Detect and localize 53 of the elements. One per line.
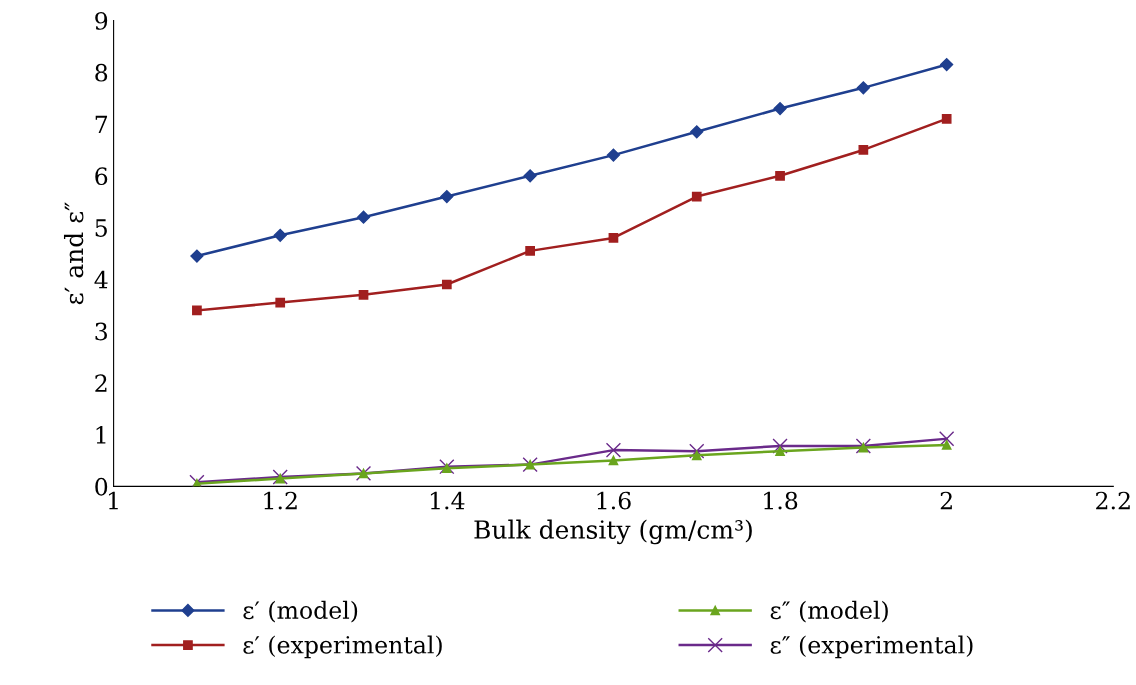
point [858,442,869,453]
point [691,191,702,202]
point [441,279,452,290]
point [440,189,454,204]
x-tick-label: 2 [940,491,952,510]
x-tick-label: 1.6 [597,491,631,510]
point [773,101,787,116]
point [856,81,870,95]
x-tick-label: 1.2 [264,491,297,510]
y-tick-label: 7 [95,115,108,134]
legend-label: ε′ (experimental) [243,635,442,659]
point [690,125,704,139]
point [605,442,622,458]
y-tick-label: 5 [95,219,107,237]
point [358,289,369,300]
point [525,246,535,256]
point [939,431,955,447]
point [941,440,952,450]
legend-label: ε″ (experimental) [770,635,973,659]
legend-label: ε′ (model) [243,600,358,623]
point [689,443,705,459]
point [941,114,952,124]
point [940,57,954,72]
x-tick-label: 1.4 [430,491,465,510]
legend-label: ε″ (model) [770,600,888,623]
x-tick-label: 1.8 [764,491,798,510]
y-tick-label: 2 [95,374,107,392]
point [441,463,452,474]
point [275,473,286,484]
x-axis-title: Bulk density (gm/cm³) [474,519,752,545]
point [606,148,621,162]
y-tick-label: 0 [95,477,108,496]
y-tick-label: 3 [95,322,107,341]
point [691,450,702,461]
point [775,170,785,181]
y-tick-label: 9 [95,12,108,30]
y-axis-title: ε′ and ε″ [63,202,84,305]
point [273,228,287,242]
point [523,169,537,183]
x-tick-label: 2.2 [1096,491,1130,510]
point [275,297,286,308]
point [608,233,619,243]
point [775,446,785,457]
point [608,455,619,466]
y-tick-label: 4 [94,270,108,289]
y-tick-label: 6 [95,167,108,186]
point [190,249,204,263]
point [356,210,371,224]
y-tick-label: 8 [95,63,108,82]
point [858,145,869,155]
point [192,305,202,316]
y-tick-label: 1 [96,426,106,444]
point [772,438,788,454]
